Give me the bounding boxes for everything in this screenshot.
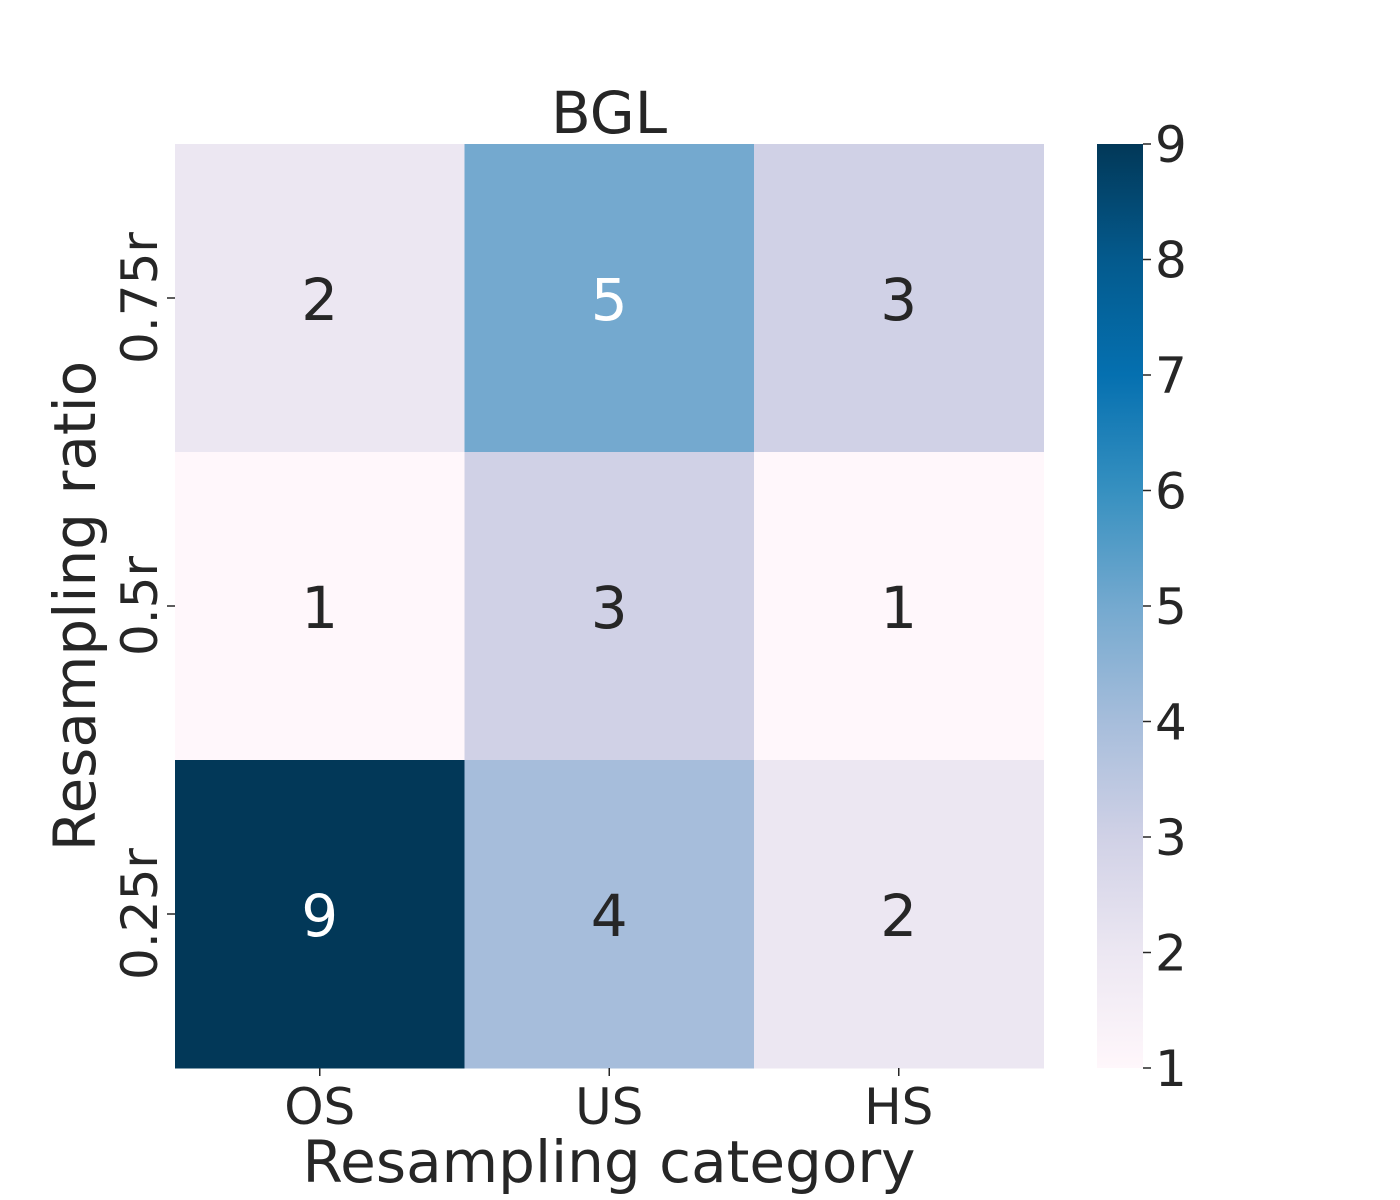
colorbar-tick-label: 7	[1155, 347, 1187, 405]
heatmap-cell	[464, 452, 755, 761]
y-axis-label: Resampling ratio	[41, 361, 109, 851]
cell-value-label: 1	[301, 574, 338, 642]
cell-value-label: 3	[591, 574, 628, 642]
x-tick-label: OS	[284, 1078, 355, 1136]
heatmap-cell	[175, 452, 465, 761]
cell-value-label: 4	[591, 882, 628, 950]
colorbar-tick-label: 3	[1155, 809, 1187, 867]
y-tick-label: 0.5r	[111, 556, 169, 657]
heatmap-cell	[175, 144, 465, 453]
cell-value-label: 2	[880, 882, 917, 950]
colorbar-tick-label: 8	[1155, 232, 1187, 290]
colorbar-tick-label: 2	[1155, 925, 1187, 983]
y-tick-label: 0.75r	[111, 232, 169, 364]
heatmap-cell	[464, 760, 755, 1069]
colorbar-tick-label: 9	[1155, 116, 1187, 174]
y-axis: 0.75r 0.5r 0.25r	[111, 232, 175, 980]
y-tick-label: 0.25r	[111, 848, 169, 980]
colorbar-tick-label: 4	[1155, 694, 1187, 752]
heatmap-cells: 2 5 3 1 3 1 9 4 2	[175, 144, 1044, 1069]
cell-value-label: 2	[301, 266, 338, 334]
colorbar-tick-label: 6	[1155, 463, 1187, 521]
cell-value-label: 5	[591, 266, 628, 334]
heatmap-cell	[175, 760, 465, 1069]
heatmap-cell	[754, 144, 1044, 453]
x-tick-label: US	[575, 1078, 643, 1136]
cell-value-label: 9	[301, 882, 338, 950]
heatmap-cell	[754, 452, 1044, 761]
x-tick-label: HS	[864, 1078, 933, 1136]
cell-value-label: 3	[880, 266, 917, 334]
heatmap-cell	[464, 144, 755, 453]
colorbar-tick-label: 5	[1155, 578, 1187, 636]
chart-title: BGL	[551, 79, 667, 147]
x-axis: OS US HS	[284, 1068, 933, 1136]
cell-value-label: 1	[880, 574, 917, 642]
heatmap-cell	[754, 760, 1044, 1069]
x-axis-label: Resampling category	[302, 1128, 915, 1196]
colorbar-ticks: 1 2 3 4 5 6 7 8 9	[1143, 116, 1187, 1098]
colorbar	[1097, 144, 1143, 1068]
colorbar-tick-label: 1	[1155, 1040, 1187, 1098]
